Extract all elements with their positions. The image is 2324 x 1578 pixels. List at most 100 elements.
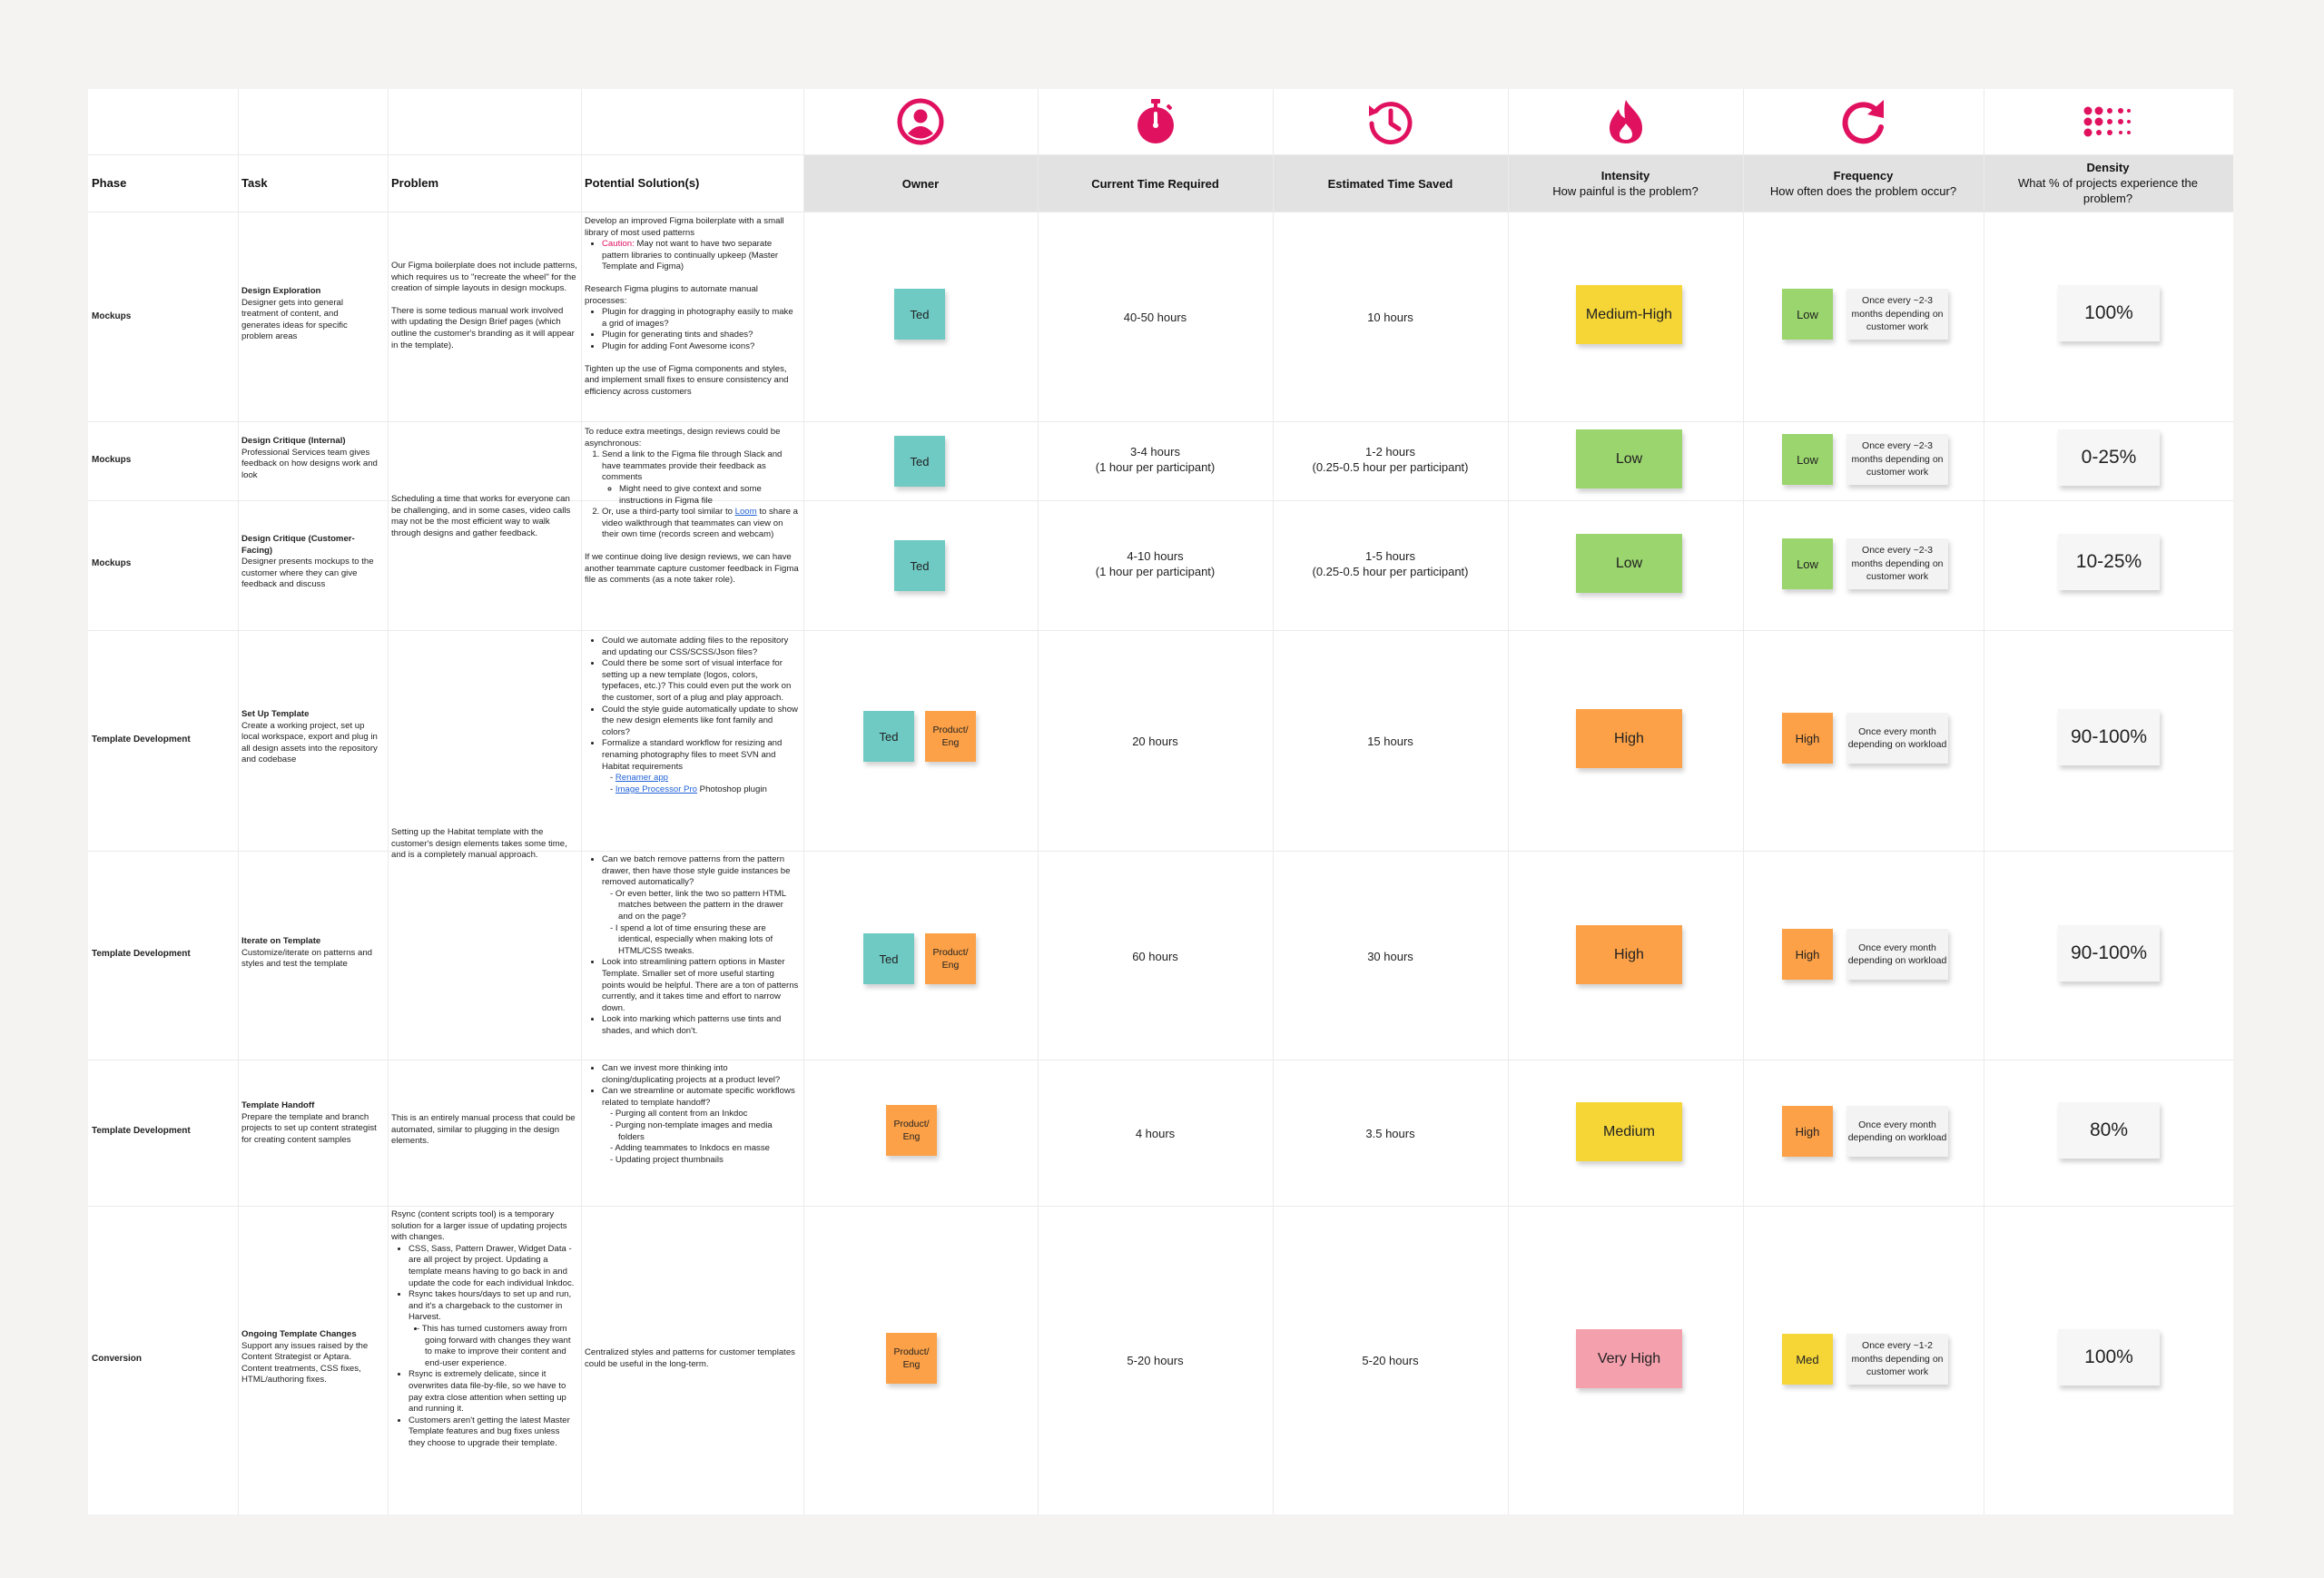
solution-cell: Can we batch remove patterns from the pa… <box>585 854 800 1038</box>
phase-cell: Conversion <box>92 1354 143 1364</box>
frequency-note[interactable]: Once every month depending on workload <box>1846 1106 1948 1157</box>
problem-text: Rsync (content scripts tool) is a tempor… <box>391 1209 567 1243</box>
solution-bullet: Adding teammates to Inkdocs en masse <box>615 1143 800 1155</box>
problem-bullet: CSS, Sass, Pattern Drawer, Widget Data -… <box>409 1244 577 1289</box>
density-card[interactable]: 100% <box>2058 1329 2160 1386</box>
header-frequency: Frequency How often does the problem occu… <box>1769 169 1957 198</box>
current-time-value: 4-10 hours (1 hour per participant) <box>1095 549 1216 578</box>
frequency-sticky[interactable]: Low <box>1782 289 1833 340</box>
solution-bullet: Plugin for adding Font Awesome icons? <box>602 341 800 353</box>
board-canvas: Phase Task Problem Potential Solution(s)… <box>88 89 2233 1514</box>
frequency-sticky[interactable]: Low <box>1782 538 1833 589</box>
solution-bullet: Formalize a standard workflow for resizi… <box>602 738 800 795</box>
task-title: Design Critique (Customer-Facing) <box>241 534 355 556</box>
density-card[interactable]: 10-25% <box>2058 534 2160 590</box>
grid-line <box>388 89 389 1514</box>
loom-link[interactable]: Loom <box>734 507 757 518</box>
grid-line <box>1273 89 1274 1514</box>
time-saved-value: 15 hours <box>1367 735 1413 748</box>
header-owner: Owner <box>901 177 940 191</box>
header-solutions: Potential Solution(s) <box>585 176 700 190</box>
problem-cell: This is an entirely manual process that … <box>391 1113 576 1147</box>
task-description: Professional Services team gives feedbac… <box>241 447 378 480</box>
solution-text: To reduce extra meetings, design reviews… <box>585 427 781 449</box>
frequency-note[interactable]: Once every ~2-3 months depending on cust… <box>1846 434 1948 485</box>
task-title: Template Handoff <box>241 1100 315 1110</box>
solution-cell: Can we invest more thinking into cloning… <box>585 1063 800 1166</box>
frequency-note[interactable]: Once every month depending on workload <box>1846 929 1948 980</box>
phase-cell: Template Development <box>92 1126 191 1136</box>
header-time-saved: Estimated Time Saved <box>1327 177 1453 191</box>
renamer-app-link[interactable]: Renamer app <box>615 773 669 784</box>
owner-sticky[interactable]: Ted <box>894 436 945 487</box>
frequency-sticky[interactable]: High <box>1782 713 1833 764</box>
grid-line <box>1743 89 1744 1514</box>
problem-bullet: Rsync is extremely delicate, since it ov… <box>409 1369 577 1415</box>
density-card[interactable]: 90-100% <box>2058 709 2160 765</box>
header-phase: Phase <box>92 176 127 190</box>
phase-cell: Mockups <box>92 455 132 465</box>
owner-sticky[interactable]: Ted <box>863 711 914 762</box>
owner-sticky[interactable]: Product/ Eng <box>886 1105 937 1156</box>
grid-line <box>88 500 2233 501</box>
grid-line <box>88 154 2233 155</box>
owner-sticky[interactable]: Product/ Eng <box>925 711 976 762</box>
problem-bullet: Rsync takes hours/days to set up and run… <box>409 1289 577 1369</box>
solution-text: Tighten up the use of Figma components a… <box>585 363 789 397</box>
time-saved-value: 1-2 hours (0.25-0.5 hour per participant) <box>1312 445 1469 474</box>
frequency-note[interactable]: Once every ~2-3 months depending on cust… <box>1846 289 1948 340</box>
task-description: Prepare the template and branch projects… <box>241 1111 377 1145</box>
frequency-sticky[interactable]: High <box>1782 929 1833 980</box>
solution-bullet: Updating project thumbnails <box>615 1155 800 1167</box>
density-card[interactable]: 100% <box>2058 285 2160 341</box>
owner-sticky[interactable]: Product/ Eng <box>886 1333 937 1384</box>
intensity-sticky[interactable]: Low <box>1576 534 1682 593</box>
problem-bullet: This has turned customers away from goin… <box>422 1324 577 1369</box>
history-icon <box>1369 102 1413 145</box>
owner-sticky[interactable]: Product/ Eng <box>925 933 976 984</box>
solution-cell: To reduce extra meetings, design reviews… <box>585 427 800 587</box>
owner-sticky[interactable]: Ted <box>894 540 945 591</box>
frequency-note[interactable]: Once every ~2-3 months depending on cust… <box>1846 538 1948 589</box>
image-processor-link[interactable]: Image Processor Pro <box>615 784 697 794</box>
owner-sticky[interactable]: Ted <box>894 289 945 340</box>
stopwatch-icon <box>1137 99 1174 143</box>
solution-bullet: Look into marking which patterns use tin… <box>602 1014 800 1037</box>
task-title: Iterate on Template <box>241 936 321 946</box>
solution-bullet: Caution: May not want to have two separa… <box>602 239 800 273</box>
frequency-note[interactable]: Once every ~1-2 months depending on cust… <box>1846 1334 1948 1385</box>
intensity-sticky[interactable]: High <box>1576 709 1682 768</box>
task-description: Customize/iterate on patterns and styles… <box>241 947 372 970</box>
task-cell: Design Exploration Designer gets into ge… <box>241 286 378 343</box>
solution-bullet: Could there be some sort of visual inter… <box>602 658 800 704</box>
intensity-sticky[interactable]: Low <box>1576 429 1682 488</box>
solution-bullet: Purging non-template images and media fo… <box>615 1120 800 1143</box>
solution-bullet: Look into streamlining pattern options i… <box>602 957 800 1014</box>
density-card[interactable]: 0-25% <box>2058 429 2160 486</box>
intensity-sticky[interactable]: High <box>1576 925 1682 984</box>
intensity-sticky[interactable]: Medium <box>1576 1102 1682 1161</box>
frequency-sticky[interactable]: Med <box>1782 1334 1833 1385</box>
flame-icon <box>1610 100 1642 143</box>
solution-cell: Centralized styles and patterns for cust… <box>585 1347 795 1369</box>
dots-grid-icon <box>2083 106 2131 137</box>
intensity-sticky[interactable]: Medium-High <box>1576 285 1682 344</box>
grid-line <box>88 421 2233 422</box>
time-saved-value: 10 hours <box>1367 311 1413 324</box>
solution-bullet: Plugin for generating tints and shades? <box>602 330 800 341</box>
frequency-note[interactable]: Once every month depending on workload <box>1846 713 1948 764</box>
intensity-sticky[interactable]: Very High <box>1576 1329 1682 1388</box>
density-card[interactable]: 80% <box>2058 1102 2160 1159</box>
problem-text: There is some tedious manual work involv… <box>391 305 575 350</box>
frequency-sticky[interactable]: High <box>1782 1106 1833 1157</box>
solution-bullet: I spend a lot of time ensuring these are… <box>615 923 800 958</box>
phase-cell: Mockups <box>92 311 132 321</box>
density-card[interactable]: 90-100% <box>2058 925 2160 981</box>
task-cell: Set Up Template Create a working project… <box>241 709 382 766</box>
owner-sticky[interactable]: Ted <box>863 933 914 984</box>
solution-bullet: Might need to give context and some inst… <box>619 484 800 507</box>
frequency-sticky[interactable]: Low <box>1782 434 1833 485</box>
time-saved-value: 5-20 hours <box>1362 1354 1419 1367</box>
current-time-value: 20 hours <box>1132 735 1178 748</box>
task-cell: Iterate on Template Customize/iterate on… <box>241 936 382 971</box>
